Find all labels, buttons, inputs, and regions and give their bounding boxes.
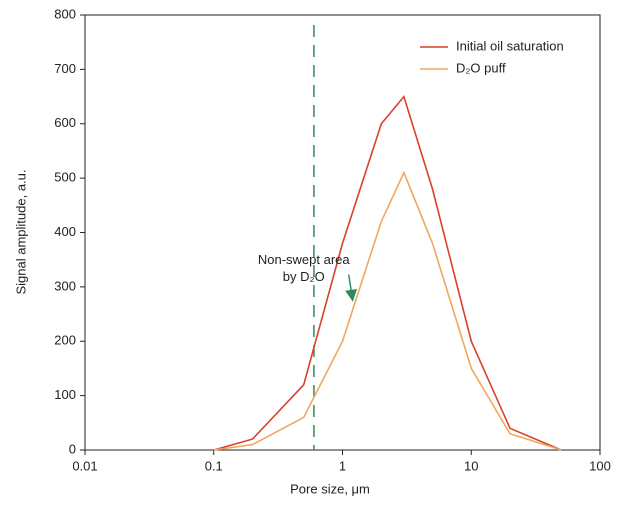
annotation: by D₂O: [283, 269, 325, 284]
data-line: [214, 97, 561, 450]
y-tick-label: 400: [54, 224, 76, 239]
plot-frame: [85, 15, 600, 450]
x-tick-label: 10: [464, 458, 478, 473]
y-tick-label: 700: [54, 61, 76, 76]
y-tick-label: 300: [54, 278, 76, 293]
x-axis-title: Pore size, μm: [290, 481, 370, 496]
y-tick-label: 200: [54, 333, 76, 348]
annotation-arrow: [349, 275, 353, 301]
x-tick-label: 100: [589, 458, 611, 473]
x-tick-label: 0.1: [205, 458, 223, 473]
legend-label: D₂O puff: [456, 60, 506, 75]
x-tick-label: 1: [339, 458, 346, 473]
chart: Pore size, μm Signal amplitude, a.u. 010…: [0, 0, 618, 510]
y-tick-label: 100: [54, 387, 76, 402]
y-axis-title: Signal amplitude, a.u.: [13, 169, 28, 294]
annotation: Non-swept area: [258, 252, 351, 267]
y-tick-label: 500: [54, 170, 76, 185]
x-tick-label: 0.01: [72, 458, 97, 473]
y-tick-label: 800: [54, 6, 76, 21]
legend-label: Initial oil saturation: [456, 38, 564, 53]
y-tick-label: 600: [54, 115, 76, 130]
y-tick-label: 0: [69, 441, 76, 456]
data-line: [214, 173, 561, 450]
